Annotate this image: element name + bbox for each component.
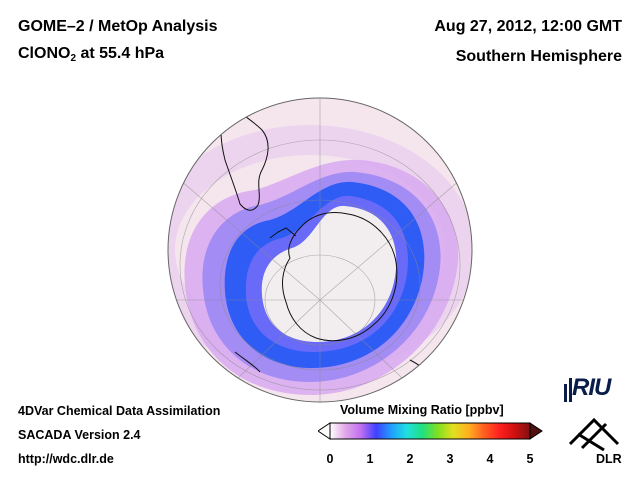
colorbar-tick-5: 5	[526, 452, 534, 466]
hemisphere-label: Southern Hemisphere	[455, 48, 622, 65]
species-subscript: 2	[70, 53, 77, 64]
colorbar-tick-4: 4	[486, 452, 494, 466]
colorbar-tick-3: 3	[446, 452, 454, 466]
colorbar-title: Volume Mixing Ratio [ppbv]	[340, 403, 504, 417]
dlr-logo-icon	[568, 417, 620, 452]
polar-cap	[261, 205, 397, 342]
footer-assimilation: 4DVar Chemical Data Assimilation	[18, 404, 221, 418]
colorbar	[318, 422, 543, 440]
title-line2: ClONO2 at 55.4 hPa	[18, 45, 164, 64]
footer-url: http://wdc.dlr.de	[18, 452, 114, 466]
colorbar-under-arrow	[318, 422, 331, 440]
footer-version: SACADA Version 2.4	[18, 428, 141, 442]
graticule	[170, 98, 470, 402]
species-main: ClONO	[18, 45, 71, 62]
riu-logo-text: RIU	[572, 374, 611, 401]
datetime-label: Aug 27, 2012, 12:00 GMT	[434, 18, 622, 35]
colorbar-tick-2: 2	[406, 452, 414, 466]
colorbar-over-arrow	[529, 422, 543, 440]
dlr-logo-text: DLR	[596, 452, 622, 466]
species-rest: at 55.4 hPa	[76, 45, 165, 62]
globe-outline	[167, 97, 473, 403]
colorbar-tick-1: 1	[366, 452, 374, 466]
colorbar-gradient	[329, 422, 531, 440]
riu-logo-icon	[564, 378, 572, 402]
colorbar-tick-0: 0	[326, 452, 334, 466]
title-line1: GOME–2 / MetOp Analysis	[18, 18, 218, 35]
